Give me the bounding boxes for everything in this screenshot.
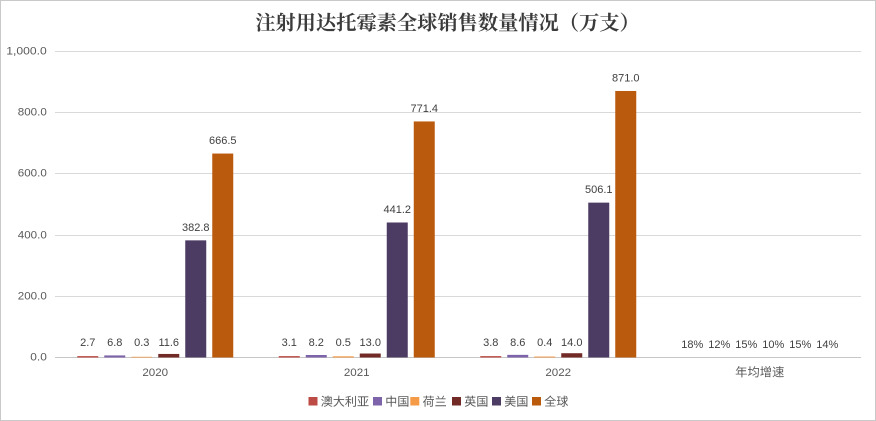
svg-text:0.0: 0.0	[30, 352, 47, 364]
svg-text:0.4: 0.4	[537, 337, 552, 349]
svg-text:3.8: 3.8	[483, 337, 498, 349]
svg-text:0.3: 0.3	[134, 337, 149, 349]
svg-text:441.2: 441.2	[383, 204, 411, 216]
svg-text:10%: 10%	[762, 339, 784, 351]
svg-text:11.6: 11.6	[158, 337, 179, 349]
svg-text:8.2: 8.2	[309, 337, 324, 349]
svg-text:12%: 12%	[708, 339, 730, 351]
svg-text:400.0: 400.0	[18, 230, 47, 242]
svg-text:2022: 2022	[545, 367, 571, 379]
svg-text:8.6: 8.6	[510, 337, 525, 349]
svg-text:14.0: 14.0	[561, 337, 582, 349]
svg-text:2.7: 2.7	[80, 337, 95, 349]
svg-text:506.1: 506.1	[585, 184, 613, 196]
svg-text:600.0: 600.0	[18, 168, 47, 180]
svg-text:18%: 18%	[681, 339, 703, 351]
svg-text:6.8: 6.8	[107, 337, 122, 349]
svg-text:14%: 14%	[816, 339, 838, 351]
svg-text:15%: 15%	[735, 339, 757, 351]
svg-text:871.0: 871.0	[612, 72, 640, 84]
svg-text:2020: 2020	[142, 367, 168, 379]
svg-text:1,000.0: 1,000.0	[6, 46, 47, 58]
svg-text:666.5: 666.5	[209, 135, 237, 147]
svg-text:3.1: 3.1	[282, 337, 297, 349]
svg-text:2021: 2021	[344, 367, 370, 379]
svg-text:0.5: 0.5	[336, 337, 351, 349]
svg-text:13.0: 13.0	[360, 337, 381, 349]
svg-text:200.0: 200.0	[18, 291, 47, 303]
svg-text:800.0: 800.0	[18, 107, 47, 119]
svg-text:15%: 15%	[789, 339, 811, 351]
svg-text:382.8: 382.8	[182, 222, 210, 234]
svg-text:771.4: 771.4	[410, 103, 438, 115]
